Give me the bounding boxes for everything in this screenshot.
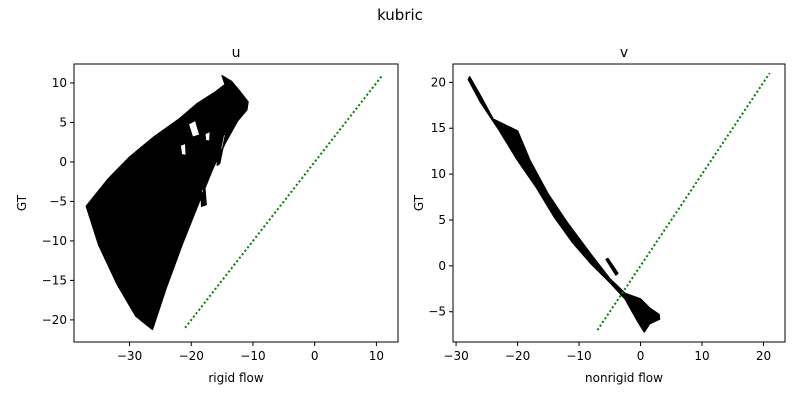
reference-line-u <box>184 74 384 329</box>
x-tick-label: 0 <box>637 349 645 363</box>
x-tick-label: −30 <box>117 349 142 363</box>
y-tick-label: −20 <box>42 313 67 327</box>
point-cloud-v <box>467 76 661 333</box>
x-tick-label: −20 <box>505 349 530 363</box>
subplot-title-u: u <box>232 45 241 61</box>
point-cloud-u <box>85 75 249 331</box>
figure-suptitle: kubric <box>377 6 423 24</box>
reference-line-v <box>596 72 771 331</box>
axes-frame-v <box>452 63 786 343</box>
plot-area-v <box>467 72 771 333</box>
y-tick-label: −10 <box>42 234 67 248</box>
x-tick-label: 0 <box>311 349 319 363</box>
x-tick-label: −10 <box>240 349 265 363</box>
x-axis-label-u: rigid flow <box>208 371 264 385</box>
x-tick-label: −20 <box>179 349 204 363</box>
x-axis-label-v: nonrigid flow <box>585 371 663 385</box>
y-axis-label-v: GT <box>412 194 426 211</box>
plot-area-u <box>85 74 384 331</box>
y-tick-label: −5 <box>428 305 446 319</box>
y-tick-label: 20 <box>431 75 446 89</box>
x-tick-label: 10 <box>694 349 709 363</box>
y-tick-label: 0 <box>59 155 67 169</box>
y-tick-label: 10 <box>52 76 67 90</box>
y-tick-label: 5 <box>438 213 446 227</box>
x-tick-label: 10 <box>369 349 384 363</box>
y-tick-label: −5 <box>49 194 67 208</box>
axes-frame-u <box>73 63 399 343</box>
y-tick-label: 0 <box>438 259 446 273</box>
y-axis-label-u: GT <box>15 194 29 211</box>
subplot-u: u rigid flow GT −30 −20 −10 0 10 −20 −15 −10 −5 0… <box>15 45 399 385</box>
y-tick-label: 10 <box>431 167 446 181</box>
y-tick-label: 15 <box>431 121 446 135</box>
subplot-v: v nonrigid flow GT −30 −20 −10 0 10 20 −5 0 5 10 1… <box>412 45 786 385</box>
x-tick-label: −10 <box>566 349 591 363</box>
y-tick-label: −15 <box>42 273 67 287</box>
x-tick-label: −30 <box>443 349 468 363</box>
subplot-title-v: v <box>620 45 628 61</box>
y-tick-label: 5 <box>59 115 67 129</box>
x-tick-label: 20 <box>756 349 771 363</box>
